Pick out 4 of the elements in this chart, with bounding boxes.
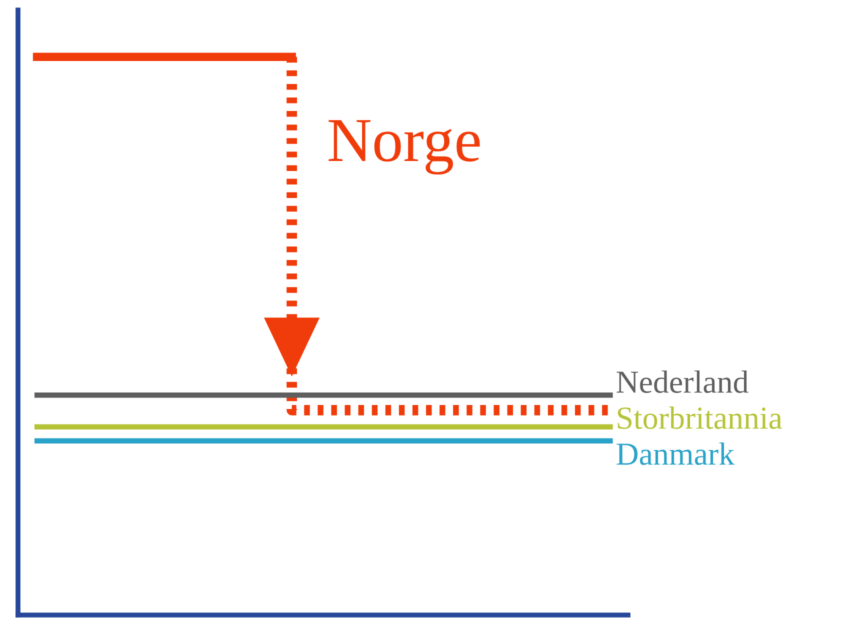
series-label: Nederland [616, 370, 748, 393]
series-label: Storbritannia [618, 406, 782, 429]
series-label: Norge [328, 120, 480, 175]
series-label: Danmark [616, 442, 735, 465]
